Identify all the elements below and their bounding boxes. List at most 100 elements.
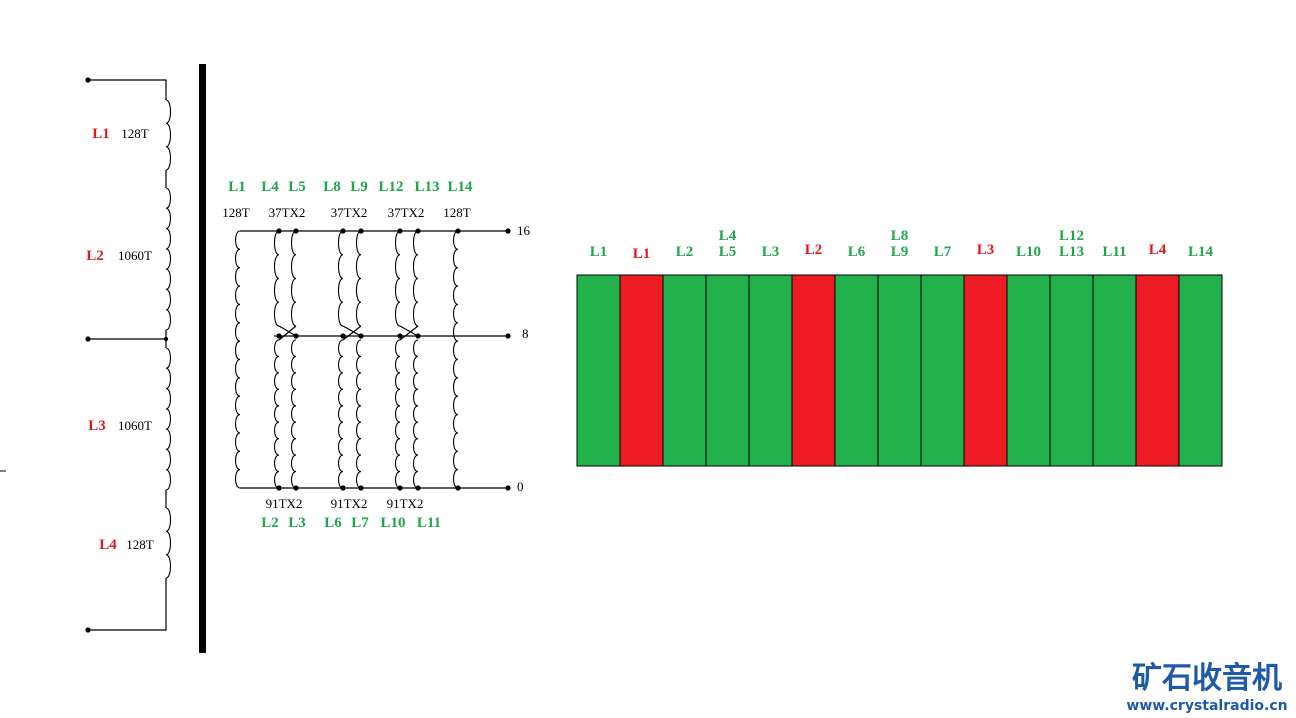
winding-layer-label: L5	[719, 244, 737, 260]
winding-layer-label: L14	[1188, 244, 1214, 260]
junction	[293, 228, 299, 234]
terminal-16	[505, 228, 511, 234]
primary-coil-turns: 128T	[121, 126, 149, 141]
winding-layer-secondary-l7	[920, 274, 965, 467]
secondary-bottom-turns: 91TX2	[266, 496, 303, 511]
junction	[397, 485, 403, 491]
winding-layer-label: L9	[891, 244, 909, 260]
winding-layer-secondary-l1	[576, 274, 621, 467]
junction	[340, 333, 346, 339]
primary-terminal-bottom	[85, 627, 91, 633]
primary-lead-top	[88, 79, 167, 100]
secondary-winding: 16 8 0 L1 128T L4 L5 37TX2 L8 L9 37TX2 L12 L13 37TX2 L…	[222, 179, 530, 531]
secondary-top-turns: 37TX2	[269, 205, 306, 220]
primary-terminal-center	[85, 336, 91, 342]
primary-coil-turns: 1060T	[118, 248, 152, 263]
secondary-coil-upper-0-1	[290, 230, 297, 327]
secondary-top-label: L14	[447, 179, 473, 195]
primary-coil-l4	[165, 507, 172, 579]
secondary-coil-l1	[234, 230, 241, 489]
secondary-coil-lower-2-0	[394, 339, 401, 489]
winding-layer-secondary-l2	[662, 274, 707, 467]
winding-layer-secondary-l10	[1006, 274, 1051, 467]
secondary-top-turns: 37TX2	[388, 205, 425, 220]
secondary-top-label: L12	[378, 179, 403, 195]
winding-layer-secondary-l4-l5	[705, 274, 750, 467]
secondary-coil-upper-1-1	[355, 230, 362, 327]
winding-layer-secondary-l3	[748, 274, 793, 467]
primary-coil-turns: 128T	[126, 537, 154, 552]
junction	[276, 333, 282, 339]
secondary-bottom-label: L7	[351, 515, 369, 531]
junction	[397, 228, 403, 234]
winding-layer-primary-l4	[1135, 274, 1180, 467]
winding-layer-label: L2	[805, 242, 823, 258]
tap-label-8: 8	[522, 326, 529, 341]
junction	[293, 485, 299, 491]
secondary-top-turns: 128T	[443, 205, 471, 220]
secondary-bottom-turns: 91TX2	[387, 496, 424, 511]
terminal-8	[505, 333, 511, 339]
secondary-coil-lower-2-1	[412, 339, 419, 489]
winding-layer-secondary-l11	[1092, 274, 1137, 467]
secondary-coil-lower-1-1	[355, 339, 362, 489]
primary-center-junction	[163, 336, 169, 342]
winding-layer-label: L3	[762, 244, 780, 260]
winding-layer-primary-l2	[791, 274, 836, 467]
winding-layer-label: L6	[848, 244, 866, 260]
winding-layer-label: L11	[1102, 244, 1126, 260]
primary-winding: L1 128T L2 1060T L3 1060T L4 128T	[85, 77, 172, 633]
secondary-top-label: L9	[350, 179, 368, 195]
watermark-url: www.crystalradio.cn	[1126, 698, 1287, 714]
winding-layer-label: L7	[934, 244, 952, 260]
cross-link	[399, 325, 419, 337]
winding-layer-label: L2	[676, 244, 694, 260]
junction	[415, 485, 421, 491]
primary-lead-bottom	[88, 578, 167, 631]
junction	[276, 228, 282, 234]
junction	[276, 485, 282, 491]
junction	[415, 228, 421, 234]
primary-coil-label: L1	[92, 126, 110, 142]
junction	[397, 333, 403, 339]
primary-coil-label: L3	[88, 418, 106, 434]
terminal-0	[505, 485, 511, 491]
secondary-top-label: L13	[414, 179, 439, 195]
primary-coil-label: L2	[86, 248, 104, 264]
secondary-top-label: L4	[261, 179, 279, 195]
secondary-coil-lower-0-1	[290, 339, 297, 489]
winding-layer-label: L1	[590, 244, 608, 260]
winding-layer-secondary-l14	[1178, 274, 1223, 467]
cross-link	[278, 325, 297, 337]
secondary-coil-upper-2-1	[412, 230, 419, 327]
winding-layer-label: L3	[977, 242, 995, 258]
secondary-coil-upper-1-0	[337, 230, 344, 327]
secondary-top-label: L5	[288, 179, 306, 195]
winding-layer-label: L4	[719, 228, 737, 244]
watermark-name: 矿石收音机	[1132, 661, 1282, 696]
winding-layer-secondary-l8-l9	[877, 274, 922, 467]
primary-coil-l2	[165, 187, 172, 331]
watermark: 矿石收音机 www.crystalradio.cn	[1126, 661, 1287, 714]
cross-link	[342, 325, 362, 337]
secondary-bottom-label: L6	[324, 515, 342, 531]
secondary-coil-upper-0-0	[273, 230, 280, 327]
junction	[358, 228, 364, 234]
secondary-coil-upper-2-0	[394, 230, 401, 327]
secondary-top-label: L1	[228, 179, 246, 195]
winding-layer-primary-l3	[963, 274, 1008, 467]
primary-coil-turns: 1060T	[118, 418, 152, 433]
secondary-coil-lower-0-0	[273, 339, 280, 489]
winding-layer-label: L8	[891, 228, 909, 244]
winding-layer-label: L10	[1016, 244, 1041, 260]
tap-label-16: 16	[517, 223, 531, 238]
junction	[455, 228, 461, 234]
secondary-coil-l14	[452, 230, 459, 489]
cross-link	[342, 325, 362, 341]
secondary-top-turns: 37TX2	[331, 205, 368, 220]
junction	[340, 228, 346, 234]
primary-coil-l3	[165, 347, 172, 491]
tap-label-0: 0	[517, 479, 524, 494]
winding-layer-primary-l1	[619, 274, 664, 467]
